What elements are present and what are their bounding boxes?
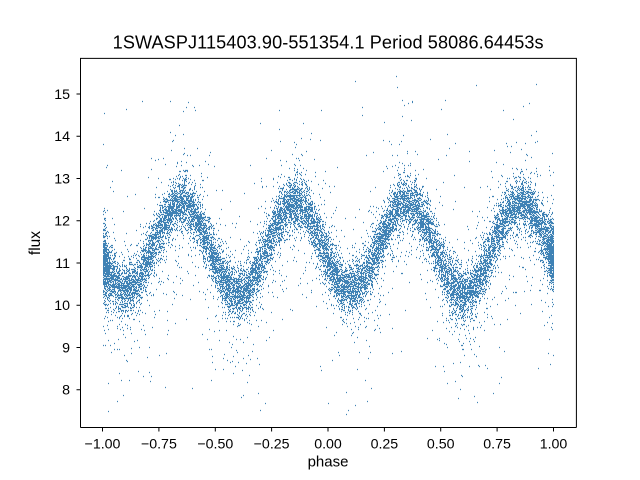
svg-text:9: 9 xyxy=(62,340,70,356)
svg-text:13: 13 xyxy=(54,171,70,187)
svg-text:phase: phase xyxy=(308,454,349,471)
svg-text:−0.50: −0.50 xyxy=(197,437,233,453)
svg-text:flux: flux xyxy=(27,231,44,255)
svg-text:0.00: 0.00 xyxy=(314,437,342,453)
svg-text:10: 10 xyxy=(54,298,70,314)
svg-text:14: 14 xyxy=(54,129,70,145)
svg-text:−0.75: −0.75 xyxy=(141,437,177,453)
svg-text:0.25: 0.25 xyxy=(371,437,399,453)
svg-text:1.00: 1.00 xyxy=(540,437,568,453)
svg-text:0.75: 0.75 xyxy=(483,437,511,453)
svg-text:11: 11 xyxy=(55,256,70,272)
svg-text:8: 8 xyxy=(62,383,70,399)
svg-text:12: 12 xyxy=(54,214,70,230)
svg-text:15: 15 xyxy=(54,87,70,103)
svg-text:−1.00: −1.00 xyxy=(85,437,121,453)
svg-text:0.50: 0.50 xyxy=(427,437,455,453)
svg-text:1SWASPJ115403.90-551354.1 Peri: 1SWASPJ115403.90-551354.1 Period 58086.6… xyxy=(113,33,544,53)
svg-text:−0.25: −0.25 xyxy=(254,437,290,453)
